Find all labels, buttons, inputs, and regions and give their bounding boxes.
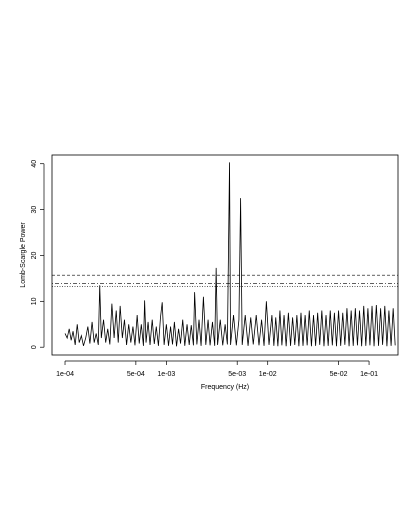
spectrum-line <box>64 162 396 347</box>
x-tick-label: 1e-01 <box>360 371 378 378</box>
y-tick-label: 10 <box>31 297 38 305</box>
plot-frame <box>51 154 399 356</box>
x-axis-label: Frequency (Hz) <box>201 384 249 391</box>
x-tick-label: 5e-04 <box>127 371 145 378</box>
y-tick-label: 20 <box>31 251 38 259</box>
x-tick-label: 5e-03 <box>228 371 246 378</box>
y-tick-label: 0 <box>31 345 38 349</box>
x-tick-label: 5e-02 <box>330 371 348 378</box>
y-tick-label: 40 <box>31 160 38 168</box>
y-tick-label: 30 <box>31 206 38 214</box>
x-tick-label: 1e-02 <box>259 371 277 378</box>
x-tick-label: 1e-03 <box>157 371 175 378</box>
x-tick-label: 1e-04 <box>56 371 74 378</box>
y-axis-label: Lomb-Scargle Power <box>20 222 27 288</box>
